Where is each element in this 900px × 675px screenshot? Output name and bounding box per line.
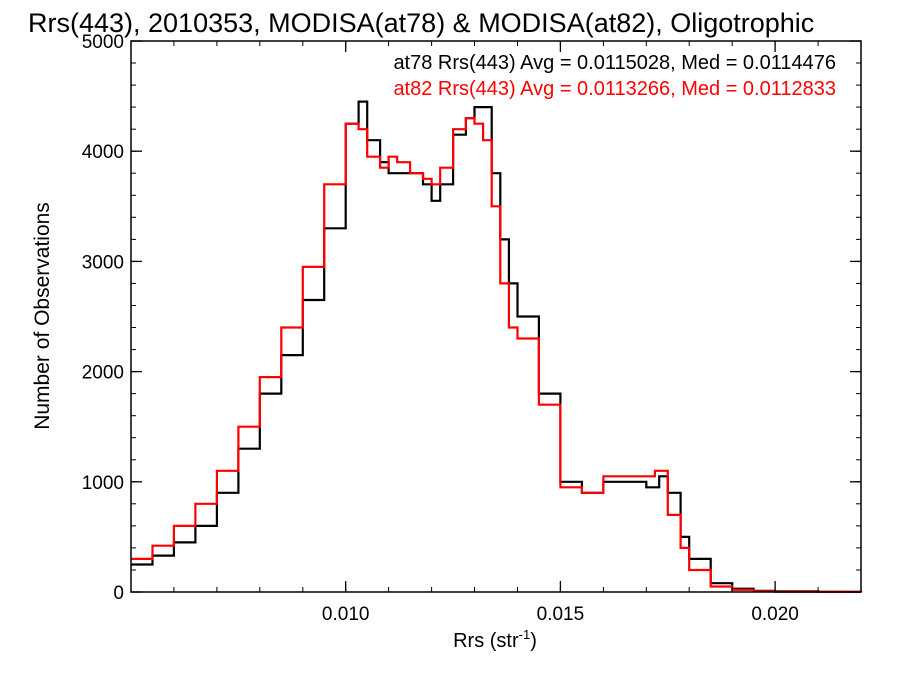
x-axis-label-superscript: -1 [519,627,531,642]
y-axis-label: Number of Observations [31,202,54,430]
series-line-at78 [131,100,863,593]
x-axis-label-close: ) [530,630,537,652]
legend-entry: at78 Rrs(443) Avg = 0.0115028, Med = 0.0… [393,52,836,74]
ticks-layer [130,40,862,593]
y-tick-label: 2000 [82,363,124,384]
tick-labels-layer: 0.010 0.015 0.020 0 1000 2000 3000 4000 5000 [82,32,799,625]
x-tick-label: 0.020 [751,604,799,625]
legend-entry: at82 Rrs(443) Avg = 0.0113266, Med = 0.0… [393,78,836,100]
chart-title: Rrs(443), 2010353, MODISA(at78) & MODISA… [28,8,814,38]
y-tick-label: 3000 [82,252,124,273]
y-tick-label: 5000 [82,32,124,53]
series-layer [131,100,863,593]
y-tick-label: 4000 [82,142,124,163]
y-tick-label: 1000 [82,473,124,494]
plot-frame [130,40,862,593]
x-tick-label: 0.010 [322,604,370,625]
legend: at78 Rrs(443) Avg = 0.0115028, Med = 0.0… [393,52,836,100]
series-line-at82 [131,117,863,593]
y-tick-label: 0 [113,583,124,604]
x-tick-label: 0.015 [537,604,585,625]
x-axis-label-main: Rrs (str [453,630,519,652]
x-axis-label: Rrs (str-1) [453,627,537,652]
